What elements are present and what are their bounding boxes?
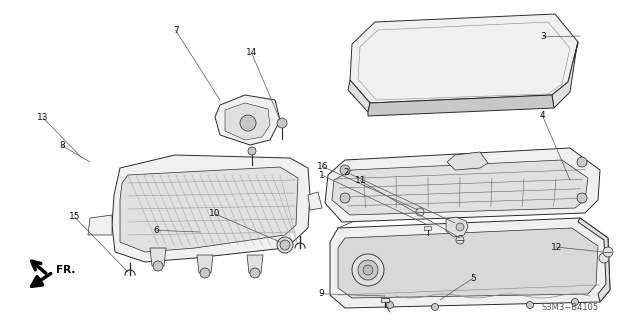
Polygon shape [578,218,610,302]
Polygon shape [447,152,488,170]
Polygon shape [552,42,578,108]
Polygon shape [368,95,554,116]
Circle shape [153,261,163,271]
Text: 9: 9 [318,289,324,298]
Text: 6: 6 [154,226,160,235]
Polygon shape [446,217,468,237]
Circle shape [240,115,256,131]
Circle shape [200,268,210,278]
Text: 10: 10 [209,209,221,218]
Bar [425,226,432,230]
Text: 8: 8 [59,141,65,150]
Polygon shape [338,228,598,298]
Circle shape [277,237,293,253]
Bar [381,298,389,302]
Circle shape [526,301,533,308]
Text: 7: 7 [173,26,179,35]
Polygon shape [308,192,322,210]
Polygon shape [120,167,298,252]
Text: 2: 2 [344,168,349,177]
Circle shape [599,253,609,263]
Circle shape [432,303,439,310]
Circle shape [577,193,587,203]
Circle shape [416,208,424,216]
Polygon shape [247,255,263,273]
Circle shape [387,301,394,308]
Text: 3: 3 [540,32,547,41]
Text: 5: 5 [470,274,476,283]
Circle shape [571,299,578,306]
Polygon shape [325,148,600,222]
Text: FR.: FR. [56,265,75,275]
Polygon shape [350,14,578,103]
Text: 13: 13 [37,113,49,122]
Circle shape [363,265,373,275]
Circle shape [577,157,587,167]
Circle shape [280,240,290,250]
Circle shape [352,254,384,286]
Circle shape [456,236,464,244]
Text: 15: 15 [69,212,80,221]
Text: 14: 14 [246,48,257,57]
Polygon shape [330,218,610,308]
Circle shape [340,193,350,203]
Circle shape [603,247,613,257]
Text: 4: 4 [540,111,545,120]
Polygon shape [197,255,213,273]
Circle shape [456,223,464,231]
Text: 1: 1 [319,171,325,180]
Circle shape [248,147,256,155]
Polygon shape [332,160,588,215]
Polygon shape [215,95,280,145]
Circle shape [250,268,260,278]
Circle shape [358,260,378,280]
Polygon shape [88,215,112,235]
Text: S3M3−B4105: S3M3−B4105 [542,303,599,313]
Polygon shape [348,80,370,112]
Text: 12: 12 [550,243,562,252]
Polygon shape [225,103,270,140]
Polygon shape [150,248,166,266]
Circle shape [340,165,350,175]
Circle shape [277,118,287,128]
Text: 16: 16 [317,162,328,171]
Polygon shape [112,155,310,262]
Text: 11: 11 [355,176,366,185]
